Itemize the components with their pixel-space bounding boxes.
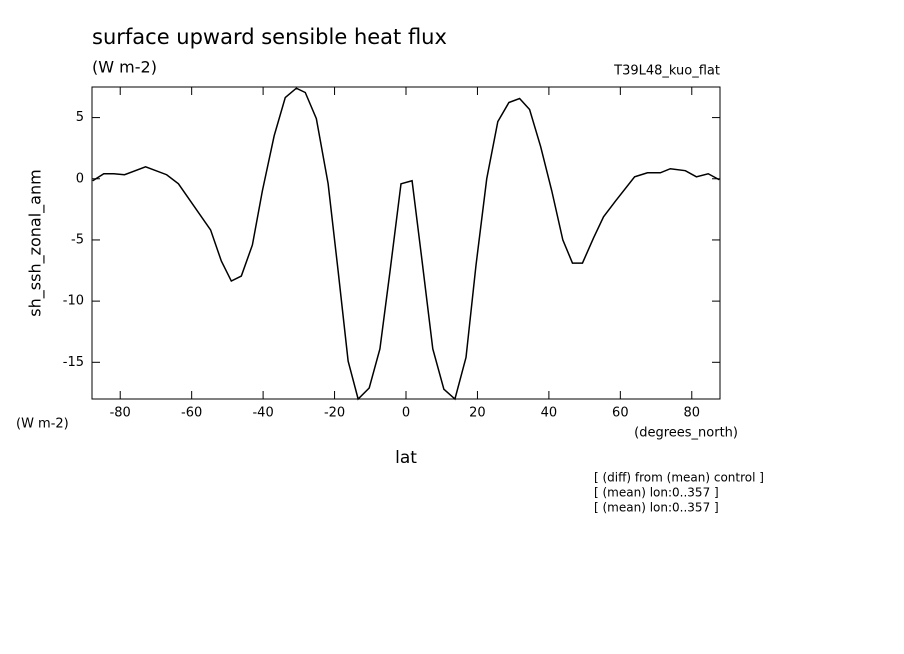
x-tick-label: 60: [612, 406, 629, 421]
subtitle: (W m-2): [92, 58, 157, 77]
y-tick-label: 5: [76, 110, 84, 125]
y-unit: (W m-2): [16, 417, 69, 432]
y-tick-label: -15: [63, 355, 84, 370]
x-tick-label: -20: [324, 406, 345, 421]
x-tick-label: -80: [110, 406, 131, 421]
x-tick-label: -40: [252, 406, 273, 421]
y-tick-label: 0: [76, 171, 84, 186]
x-tick-label: 40: [541, 406, 558, 421]
chart-title: surface upward sensible heat flux: [92, 25, 447, 49]
y-tick-label: -10: [63, 294, 84, 309]
x-tick-label: 20: [469, 406, 486, 421]
note: [ (mean) lon:0..357 ]: [594, 501, 719, 515]
run-label: T39L48_kuo_flat: [613, 64, 720, 79]
y-axis-label: sh_ssh_zonal_anm: [26, 169, 46, 316]
x-tick-label: -60: [181, 406, 202, 421]
x-tick-label: 80: [684, 406, 701, 421]
x-tick-label: 0: [402, 406, 410, 421]
note: [ (mean) lon:0..357 ]: [594, 486, 719, 500]
x-unit: (degrees_north): [634, 426, 738, 441]
x-axis-label: lat: [395, 448, 417, 468]
y-tick-label: -5: [71, 232, 84, 247]
note: [ (diff) from (mean) control ]: [594, 471, 764, 485]
data-line: [92, 87, 720, 401]
